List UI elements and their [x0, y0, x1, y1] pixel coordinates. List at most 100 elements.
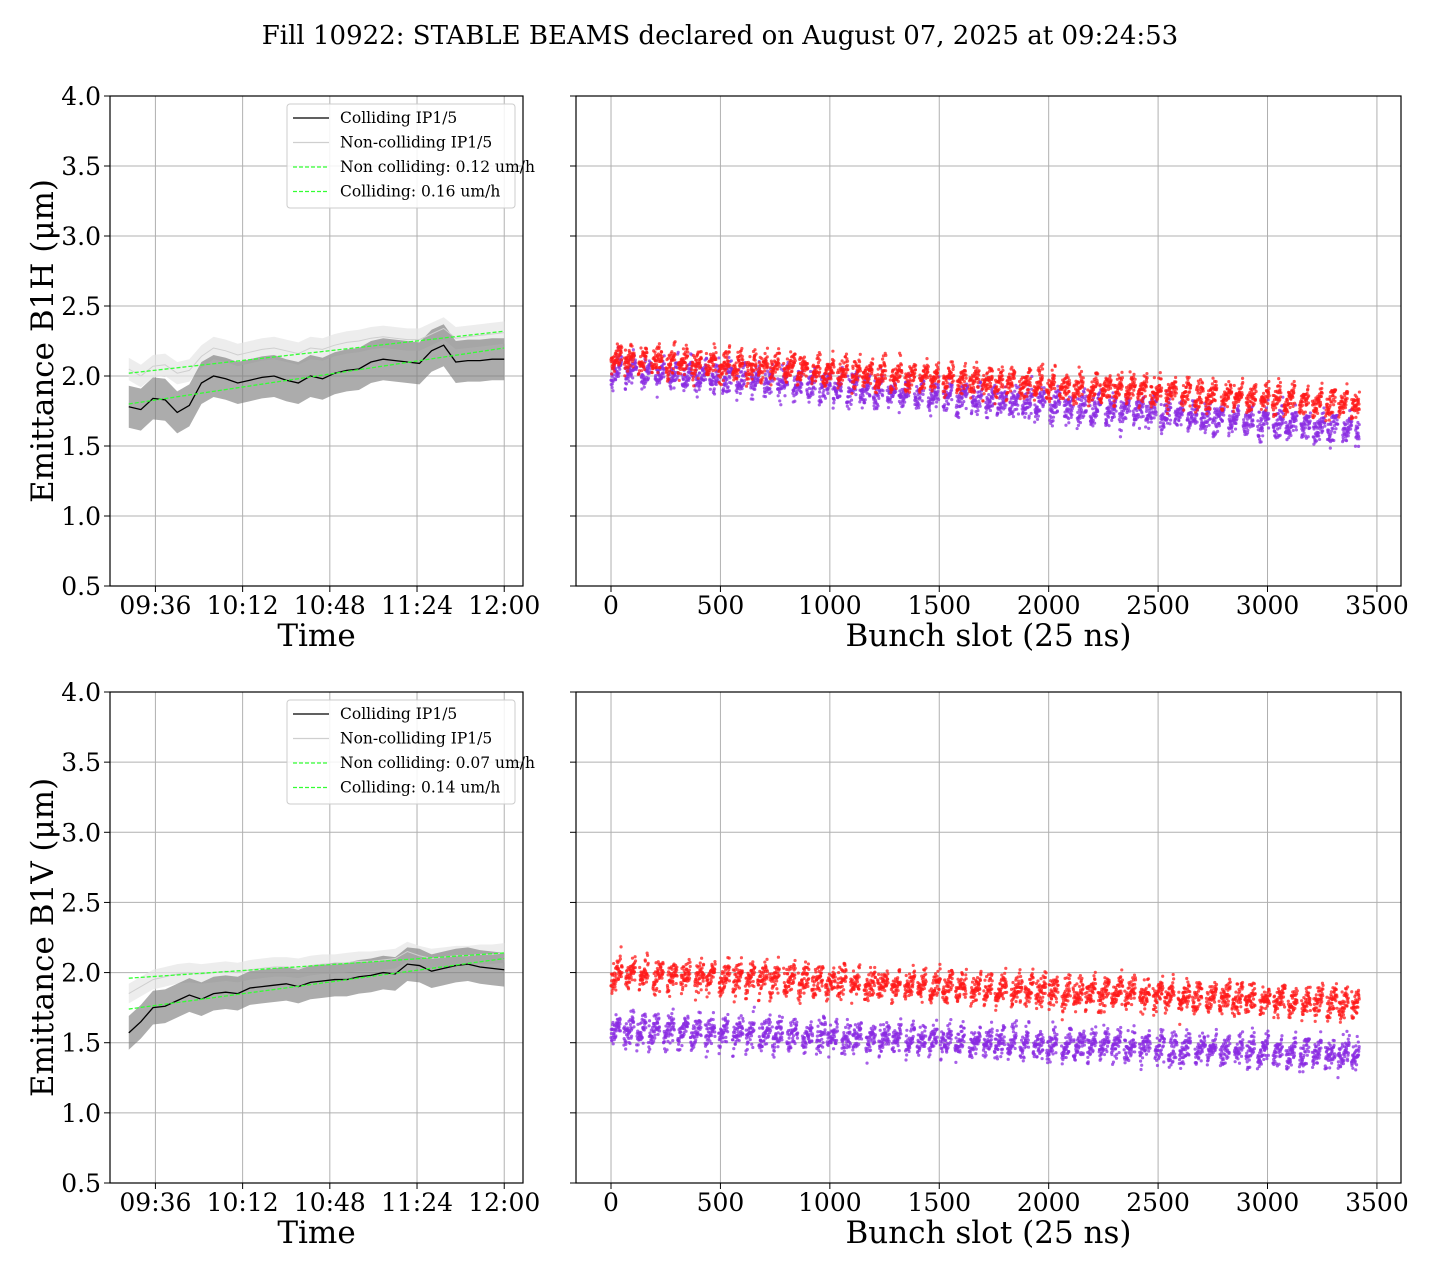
scatter-point [716, 376, 720, 381]
scatter-point [727, 350, 731, 354]
scatter-point [1234, 421, 1238, 426]
scatter-point [1012, 376, 1016, 380]
scatter-point [642, 361, 646, 365]
scatter-point [854, 392, 858, 397]
scatter-point [644, 347, 649, 351]
scatter-point [907, 390, 912, 394]
scatter-point [740, 387, 744, 391]
scatter-point [1028, 380, 1032, 385]
scatter-point [1024, 411, 1028, 416]
band-colliding [128, 324, 505, 434]
scatter-point [1259, 440, 1263, 444]
scatter-point [623, 387, 628, 392]
axes-frame [109, 95, 524, 587]
figure-title: Fill 10922: STABLE BEAMS declared on Aug… [262, 21, 1178, 51]
scatter-point [1009, 389, 1013, 393]
scatter-point [908, 379, 912, 383]
scatter-point [964, 373, 968, 377]
scatter-point [1029, 411, 1033, 416]
scatter-point [829, 377, 833, 381]
scatter-point [726, 359, 730, 363]
scatter-point [1026, 388, 1031, 392]
scatter-point [751, 397, 755, 401]
scatter-point [1035, 392, 1039, 396]
scatter-point [1116, 373, 1120, 377]
scatter-point [1186, 394, 1190, 398]
panels: 0.51.01.52.02.53.03.54.009:36 10:12 10:48 1… [25, 82, 1409, 1251]
scatter-point [1186, 397, 1190, 402]
scatter-point [1135, 408, 1139, 413]
scatter-point [1058, 400, 1062, 404]
scatter-point [799, 385, 803, 389]
scatter-point [945, 384, 950, 389]
scatter-point [721, 387, 726, 391]
scatter-point [629, 373, 633, 377]
scatter-point [1062, 380, 1066, 384]
scatter-point [699, 356, 703, 361]
scatter-point [635, 365, 639, 370]
scatter-point [662, 362, 667, 366]
scatter-point [611, 389, 615, 393]
scatter-point [928, 408, 932, 413]
series-line-non-colliding [128, 327, 505, 377]
scatter-point [1093, 421, 1097, 425]
scatter-point [610, 385, 614, 390]
scatter-point [657, 345, 661, 349]
scatter-point [617, 371, 621, 375]
scatter-point [996, 411, 1000, 416]
scatter-point [669, 363, 673, 367]
scatter-point [1328, 446, 1332, 450]
y-tick-label: 3.0 [61, 222, 101, 251]
scatter-point [908, 387, 912, 391]
scatter-point [1040, 367, 1045, 371]
scatter-point [823, 396, 828, 400]
x-tick-label: 12:00 [468, 591, 540, 620]
scatter-point [844, 371, 848, 375]
scatter-point [817, 403, 821, 407]
scatter-point [913, 368, 918, 372]
scatter-point [1260, 426, 1264, 430]
scatter-point [1266, 401, 1270, 406]
scatter-point [1306, 435, 1310, 439]
scatter-point [876, 373, 880, 377]
scatter-point [1278, 426, 1282, 430]
scatter-point [1323, 424, 1327, 428]
scatter-point [656, 371, 660, 375]
scatter-point [712, 387, 716, 391]
scatter-point [1025, 394, 1029, 398]
scatter-point [976, 408, 980, 413]
scatter-point [819, 400, 823, 404]
scatter-point [1284, 420, 1288, 425]
scatter-point [626, 369, 630, 373]
scatter-point [910, 383, 914, 387]
scatter-point [975, 412, 979, 417]
y-tick-label: 2.0 [61, 362, 101, 391]
scatter-point [1050, 424, 1054, 428]
scatter-point [729, 359, 733, 363]
scatter-point [824, 384, 828, 388]
scatter-point [1096, 409, 1100, 414]
scatter-point [1178, 415, 1182, 420]
scatter-point [1229, 386, 1233, 390]
scatter-point [740, 346, 744, 351]
scatter-point [1078, 421, 1083, 425]
scatter-point [714, 357, 718, 362]
scatter-point [1331, 427, 1335, 431]
scatter-point [838, 394, 842, 398]
scatter-point [777, 351, 782, 355]
scatter-point [917, 406, 921, 410]
scatter-point [957, 384, 961, 388]
scatter-point [934, 405, 938, 409]
scatter-point [692, 384, 696, 388]
scatter-point [670, 350, 674, 354]
scatter-point [1137, 426, 1142, 431]
scatter-point [765, 355, 769, 359]
scatter-point [870, 368, 874, 372]
scatter-point [855, 374, 859, 378]
scatter-point [766, 362, 770, 366]
scatter-point [727, 389, 732, 393]
fit-line-1 [128, 347, 505, 405]
scatter-point [1077, 391, 1081, 395]
scatter-point [1335, 418, 1339, 422]
scatter-point [877, 396, 881, 400]
